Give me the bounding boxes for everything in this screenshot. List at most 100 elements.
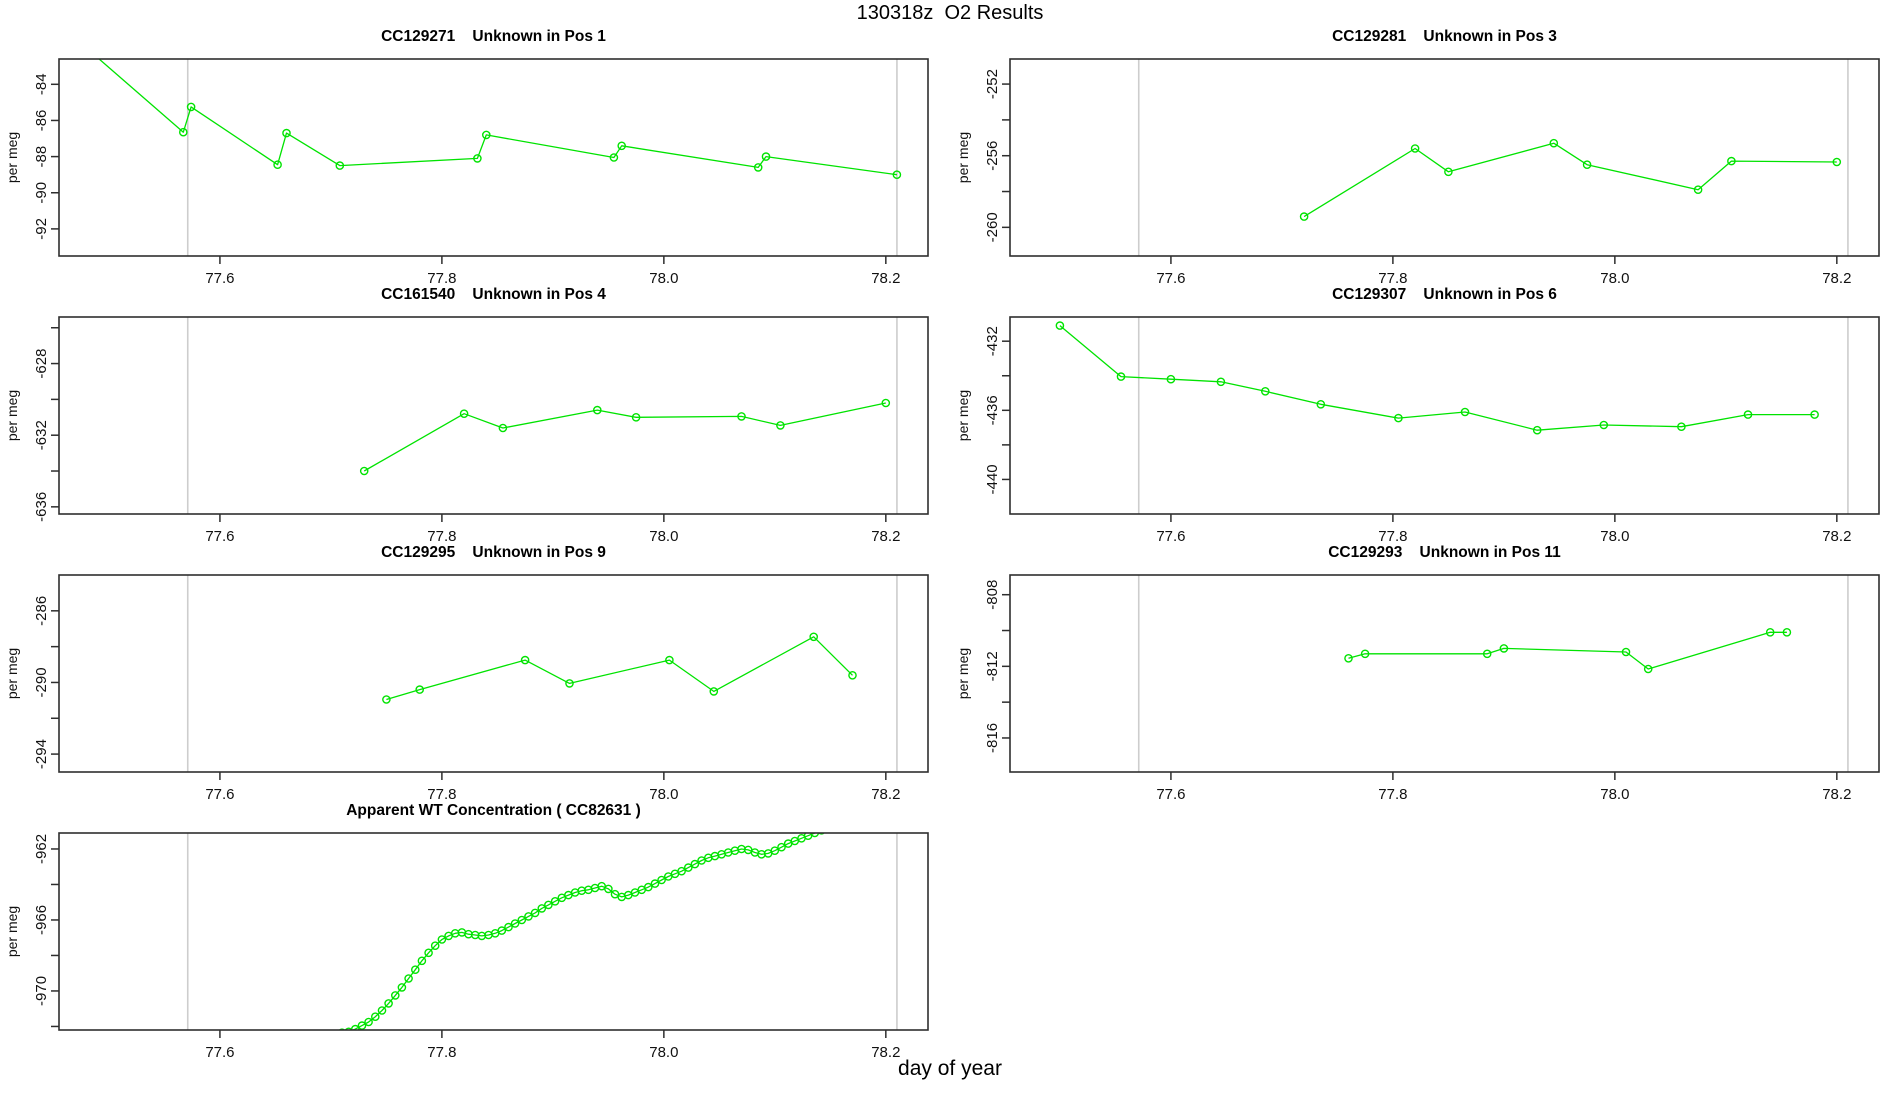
data-point	[424, 948, 433, 958]
data-point	[845, 820, 852, 827]
y-tick-label: -252	[984, 69, 1001, 99]
x-tick-label: 78.2	[871, 1044, 900, 1061]
data-point	[593, 405, 602, 415]
data-point	[1743, 410, 1753, 419]
data-point	[364, 1017, 373, 1027]
data-point	[417, 956, 427, 966]
chart-title-CC129295: CC129295 Unknown in Pos 9	[381, 544, 606, 561]
data-point	[397, 983, 407, 992]
data-point	[370, 1012, 380, 1022]
data-point	[1677, 422, 1686, 432]
series-line	[98, 59, 897, 176]
data-point	[1444, 167, 1453, 177]
data-point	[382, 695, 391, 704]
x-tick-label: 77.8	[1378, 786, 1407, 803]
x-tick-label: 77.6	[1156, 528, 1185, 545]
x-tick-label: 78.2	[871, 786, 900, 803]
x-tick-label: 78.0	[1600, 528, 1629, 545]
data-point	[709, 687, 719, 696]
chart-CC129293: 77.6 77.8 78.0 78.2 -808 -812 -816 per meg	[955, 574, 1880, 803]
data-point	[1344, 654, 1353, 663]
chart-title-CC129281: CC129281 Unknown in Pos 3	[1332, 28, 1557, 45]
data-point	[831, 823, 838, 830]
x-tick-label: 77.6	[1156, 270, 1185, 287]
data-point	[737, 412, 746, 421]
data-point	[504, 922, 513, 932]
data-point	[530, 908, 540, 918]
chart-title-CC161540: CC161540 Unknown in Pos 4	[381, 286, 606, 303]
x-tick-label: 78.0	[649, 528, 678, 545]
y-tick-label: -816	[984, 723, 1001, 753]
data-point	[404, 974, 413, 983]
y-tick-label: -290	[33, 667, 50, 697]
y-tick-label: -970	[33, 976, 50, 1006]
x-tick-label: 77.8	[1378, 270, 1407, 287]
data-point	[604, 884, 613, 894]
y-axis-label: per meg	[955, 390, 971, 441]
data-point	[665, 655, 674, 665]
x-tick-label: 78.0	[1600, 270, 1629, 287]
y-axis-label: per meg	[4, 648, 20, 699]
y-tick-label: -256	[984, 141, 1001, 171]
data-point	[415, 685, 425, 694]
data-point	[1727, 156, 1736, 166]
x-tick-label: 77.8	[427, 270, 456, 287]
data-point	[1782, 628, 1792, 637]
chart-CC161540: 77.6 77.8 78.0 78.2 -628 -632 -636 per meg	[4, 316, 929, 545]
data-point	[1643, 664, 1653, 674]
series-group	[98, 59, 902, 179]
y-tick-label: -294	[33, 739, 50, 769]
series-group	[359, 398, 891, 476]
data-point	[550, 897, 560, 906]
data-point	[430, 941, 440, 951]
data-point	[1261, 386, 1270, 396]
series-group	[1055, 321, 1819, 435]
series-group	[1299, 138, 1842, 221]
data-point	[1460, 407, 1470, 417]
data-point	[351, 1024, 360, 1030]
data-point	[510, 919, 520, 928]
x-tick-label: 78.2	[1822, 786, 1851, 803]
data-point	[657, 875, 666, 885]
y-tick-label: -440	[984, 464, 1001, 494]
data-point	[390, 991, 400, 1000]
y-tick-label: -286	[33, 596, 50, 626]
y-tick-label: -632	[33, 420, 50, 450]
chart-title-CC129271: CC129271 Unknown in Pos 1	[381, 28, 606, 45]
data-point	[1499, 644, 1509, 653]
y-tick-label: -636	[33, 492, 50, 522]
data-point	[1116, 372, 1126, 381]
data-point	[1316, 399, 1326, 409]
y-axis-label: per meg	[4, 390, 20, 441]
x-tick-label: 78.0	[649, 270, 678, 287]
data-point	[1299, 212, 1309, 221]
x-tick-label: 77.8	[1378, 528, 1407, 545]
x-tick-label: 78.2	[1822, 528, 1851, 545]
x-tick-label: 77.6	[205, 1044, 234, 1061]
series-group	[338, 820, 852, 1030]
data-point	[497, 926, 507, 935]
x-axis-label: day of year	[898, 1057, 1002, 1080]
y-tick-label: -92	[33, 218, 50, 240]
data-point	[777, 842, 786, 852]
data-point	[1621, 647, 1631, 657]
x-tick-label: 78.0	[1600, 786, 1629, 803]
series-line	[1059, 325, 1815, 431]
data-point	[809, 632, 819, 642]
data-point	[481, 130, 491, 140]
series-line	[1303, 142, 1837, 218]
chart-title-CC129307: CC129307 Unknown in Pos 6	[1332, 286, 1557, 303]
series-line	[363, 402, 886, 472]
data-point	[818, 833, 825, 835]
data-point	[1410, 144, 1420, 153]
data-point	[1810, 410, 1819, 419]
y-tick-label: -84	[33, 73, 50, 95]
data-point	[498, 423, 508, 433]
x-tick-label: 77.8	[427, 786, 456, 803]
chart-title-CC129293: CC129293 Unknown in Pos 11	[1328, 544, 1561, 561]
y-tick-label: -88	[33, 146, 50, 168]
data-point	[359, 466, 369, 476]
plot-frame	[58, 58, 929, 257]
y-axis-label: per meg	[955, 132, 971, 183]
